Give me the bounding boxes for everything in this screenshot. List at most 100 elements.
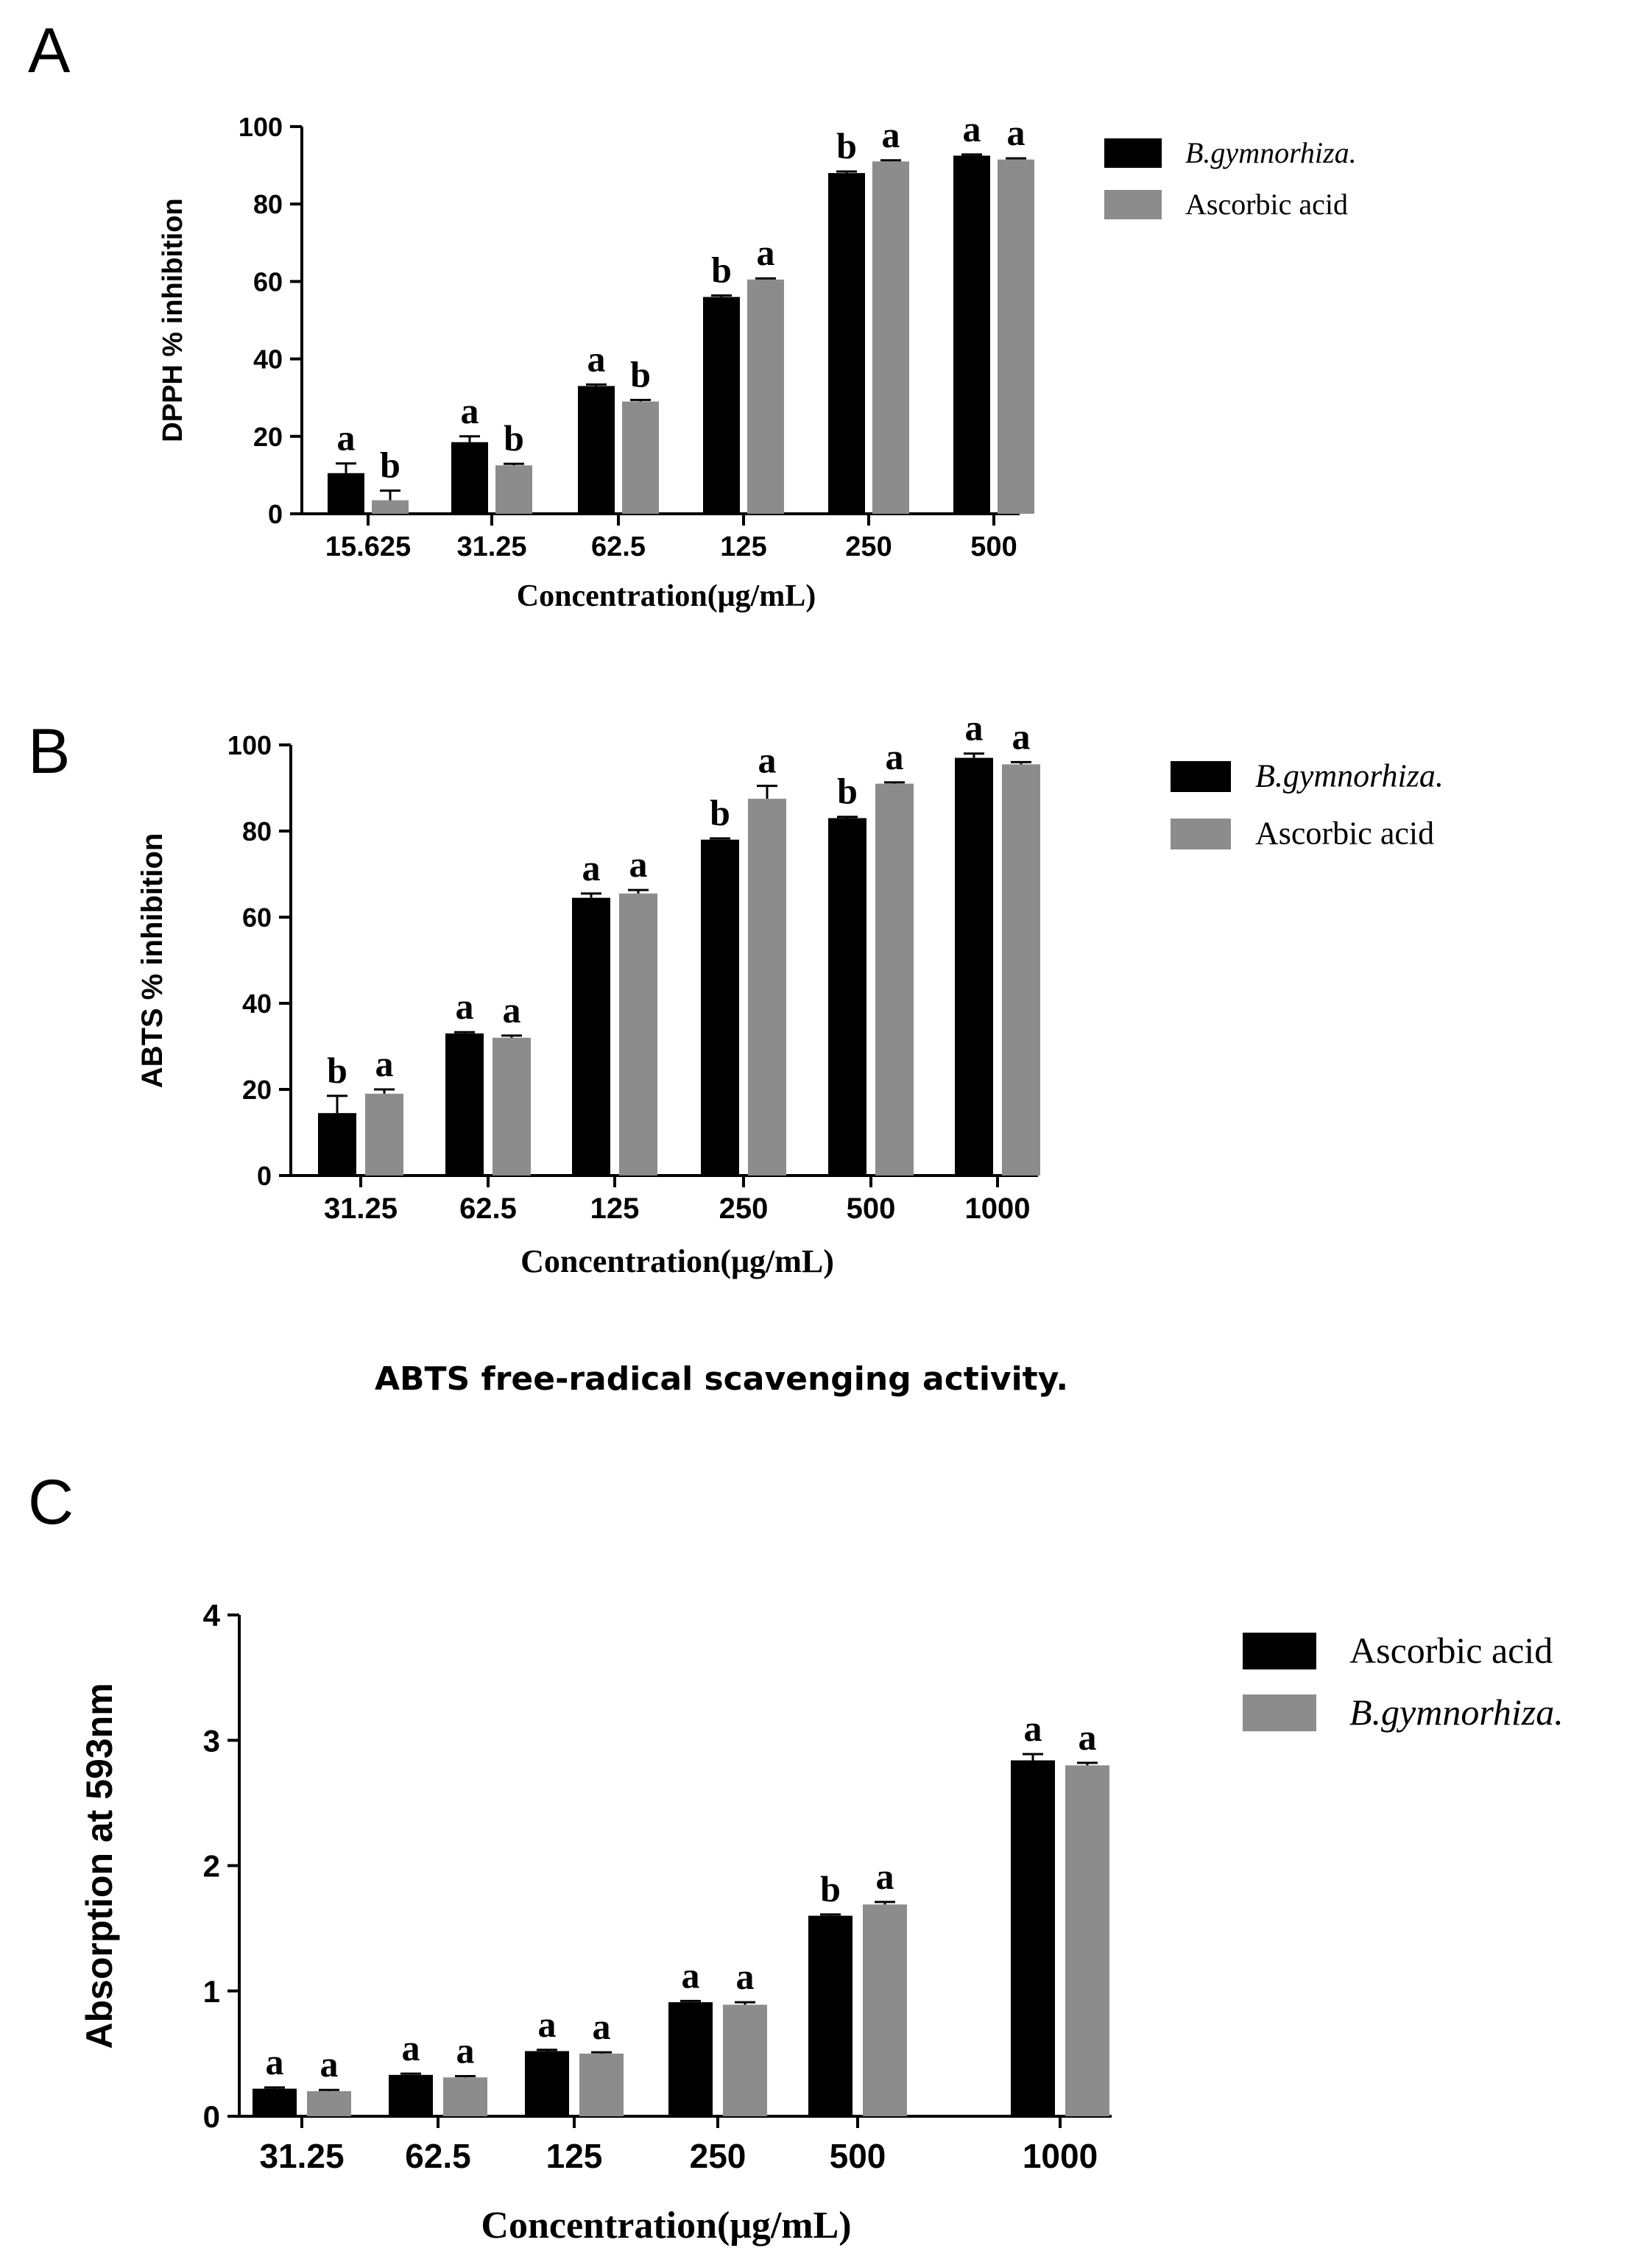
bar [307, 2090, 351, 2116]
bar [445, 1033, 484, 1176]
legend-label: B.gymnorhiza. [1349, 1692, 1564, 1733]
legend: B.gymnorhiza. Ascorbic acid [1171, 757, 1444, 851]
y-axis-label: Absorption at 593nm [79, 1683, 120, 2049]
bar [872, 161, 909, 514]
bar [525, 2051, 569, 2116]
y-axis-label: ABTS % inhibition [136, 833, 169, 1089]
significance-letter: b [711, 249, 732, 290]
significance-letter: b [710, 792, 730, 833]
x-tick-label: 31.25 [324, 1192, 398, 1225]
bar [578, 386, 615, 514]
legend-label: B.gymnorhiza. [1185, 136, 1357, 169]
x-tick-label: 31.25 [259, 2137, 344, 2175]
significance-letter: b [837, 771, 858, 812]
significance-letter: a [456, 986, 474, 1027]
x-tick-label: 62.5 [405, 2137, 471, 2175]
significance-letter: a [629, 844, 648, 885]
chart-a: 0 20 40 60 80 100 15.625 31.25 62.5 125 250 500 Conc… [158, 108, 1357, 613]
bar [828, 173, 865, 514]
x-tick-label: 500 [847, 1192, 896, 1225]
y-tick-label: 60 [253, 266, 283, 297]
y-tick-label: 0 [268, 499, 283, 529]
y-tick-label: 3 [203, 1723, 220, 1758]
y-tick-label: 100 [239, 112, 283, 142]
x-axis-label: Concentration(μg/mL) [481, 2205, 851, 2247]
significance-letter: b [380, 444, 400, 485]
significance-letter: a [456, 2030, 475, 2071]
bar [703, 297, 740, 514]
x-tick-label: 125 [546, 2137, 603, 2175]
x-tick-label: 31.25 [456, 531, 526, 562]
significance-letter: a [320, 2043, 339, 2085]
y-tick-label: 100 [227, 730, 272, 760]
panel-letter-b: B [28, 716, 70, 787]
y-tick-label: 80 [253, 189, 283, 219]
bar [572, 897, 610, 1176]
significance-letter: a [1007, 112, 1026, 153]
bar [253, 2088, 297, 2116]
significance-letter: b [327, 1050, 347, 1091]
legend-label: Ascorbic acid [1255, 815, 1434, 851]
legend-swatch [1104, 190, 1162, 219]
x-axis-label: Concentration(μg/mL) [520, 1243, 834, 1279]
significance-letter: a [538, 2004, 557, 2045]
x-tick-label: 250 [719, 1192, 769, 1225]
significance-letter: a [503, 989, 521, 1031]
x-tick-label: 62.5 [459, 1192, 517, 1225]
significance-letter: a [963, 108, 981, 149]
y-tick-label: 40 [242, 989, 272, 1019]
significance-letter: a [1012, 715, 1031, 757]
significance-letter: a [965, 707, 984, 749]
panel-letter-a: A [28, 15, 71, 86]
bar [875, 783, 914, 1176]
significance-letter: a [266, 2041, 284, 2082]
bar [451, 442, 488, 514]
bar [955, 757, 993, 1176]
legend-label: Ascorbic acid [1185, 188, 1348, 221]
significance-letter: b [504, 417, 524, 459]
legend-swatch [1243, 1633, 1316, 1669]
significance-letter: a [876, 1856, 894, 1897]
y-tick-label: 0 [203, 2099, 220, 2134]
bar [579, 2053, 624, 2116]
x-tick-label: 250 [845, 531, 892, 562]
bar [443, 2077, 487, 2116]
bar [1011, 1760, 1055, 2116]
y-tick-label: 80 [242, 816, 272, 847]
bar [747, 279, 784, 514]
bar [1002, 764, 1040, 1176]
significance-letter: a [461, 390, 479, 431]
bar [701, 839, 739, 1176]
bar [828, 818, 866, 1176]
y-tick-label: 4 [203, 1598, 221, 1633]
x-tick-label: 125 [720, 531, 766, 562]
bar [622, 401, 659, 514]
x-tick-label: 15.625 [325, 531, 411, 562]
significance-letter: a [375, 1043, 394, 1084]
panel-a: A 0 20 40 60 80 100 15.625 31.25 62.5 125 250 500 Co… [28, 15, 1357, 613]
legend-label: Ascorbic acid [1349, 1630, 1553, 1671]
chart-b: 0 20 40 60 80 100 31.25 62.5 125 250 500 1000 Concen… [136, 707, 1444, 1279]
legend-label: B.gymnorhiza. [1255, 757, 1444, 794]
x-tick-label: 125 [590, 1192, 640, 1225]
significance-letter: a [682, 1954, 700, 1996]
panel-b: B 0 20 40 60 80 100 31.25 62.5 125 250 500 1000 Conc… [28, 707, 1444, 1398]
x-tick-label: 1000 [965, 1192, 1031, 1225]
significance-letter: a [1024, 1708, 1042, 1749]
significance-letter: a [758, 740, 777, 781]
y-tick-label: 2 [203, 1849, 220, 1884]
y-tick-label: 60 [242, 902, 272, 933]
significance-letter: a [736, 1956, 755, 1997]
significance-letter: a [402, 2027, 420, 2068]
y-axis-label: DPPH % inhibition [158, 198, 188, 442]
bar [748, 799, 786, 1176]
y-tick-label: 40 [253, 344, 283, 375]
bar [495, 465, 532, 514]
significance-letter: b [820, 1868, 841, 1909]
bar [1065, 1765, 1109, 2116]
significance-letter: a [582, 847, 601, 888]
bar [372, 500, 409, 514]
significance-letter: a [587, 338, 606, 379]
bar [863, 1904, 907, 2116]
